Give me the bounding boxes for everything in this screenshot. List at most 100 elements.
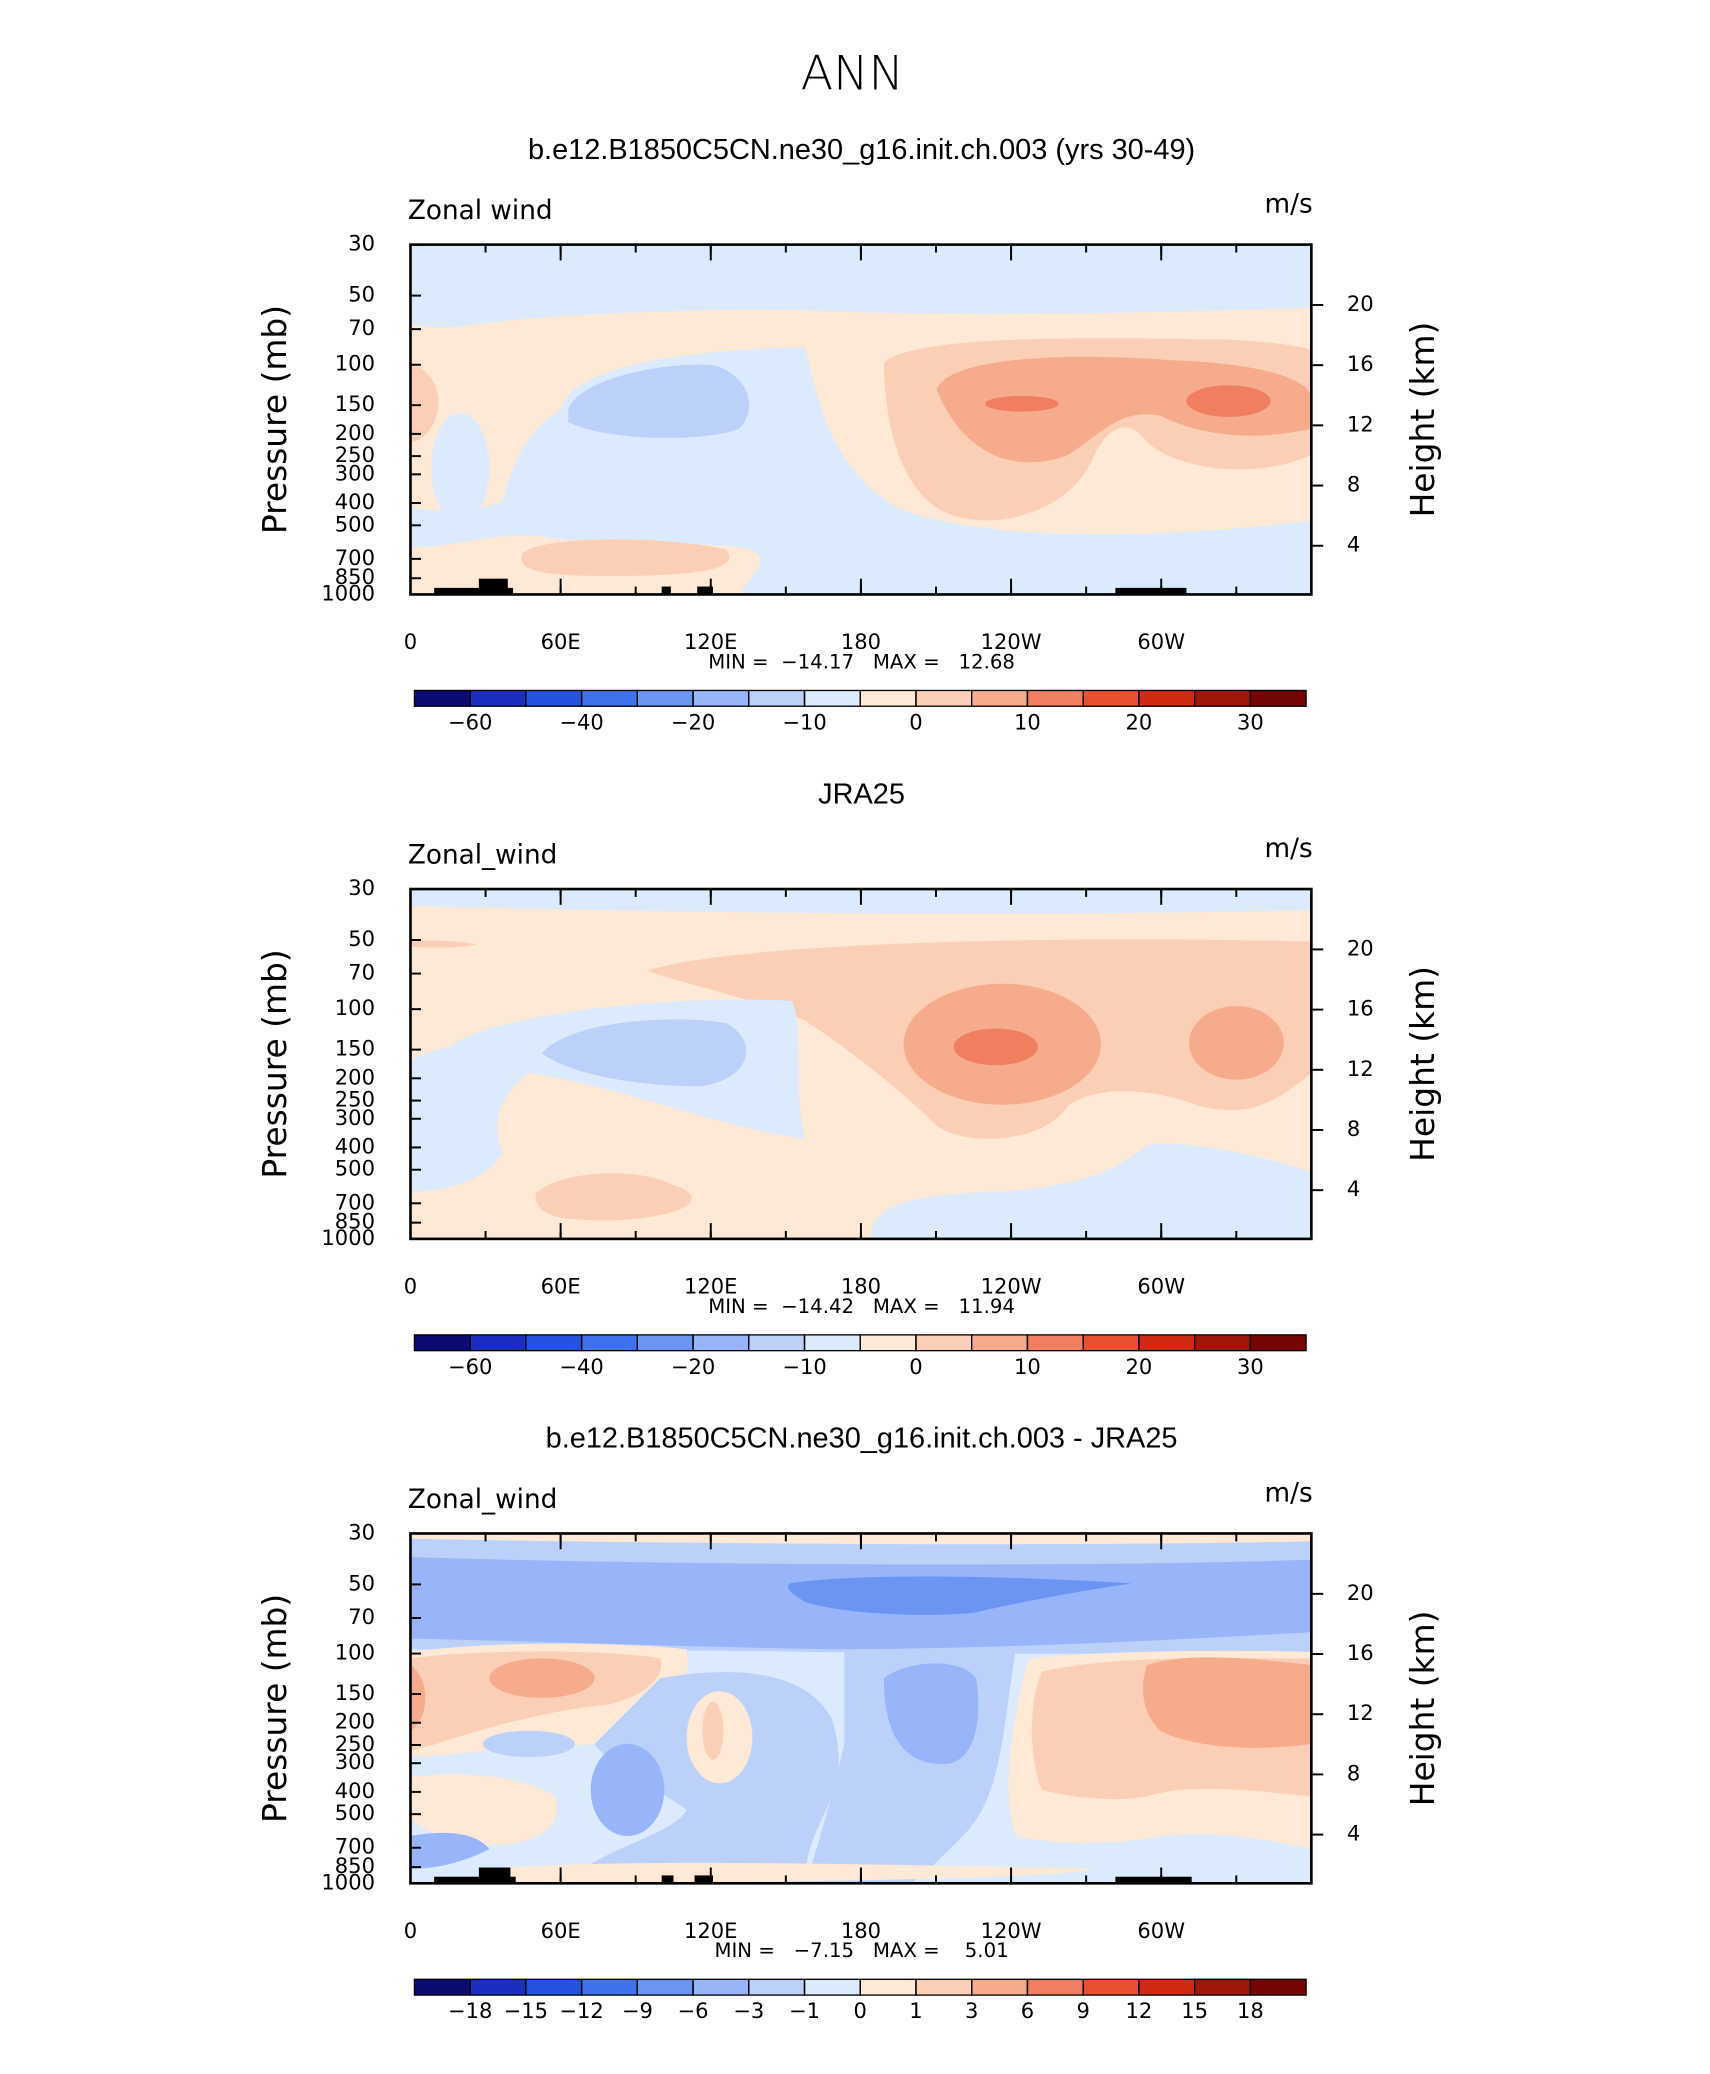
y-tick-label: 400: [335, 489, 375, 514]
y-tick-label: 1000: [321, 1225, 375, 1250]
y-tick-label: 300: [335, 1105, 375, 1130]
colorbar-label: 10: [1014, 1354, 1041, 1379]
y-tick-label: 850: [335, 564, 375, 589]
topography: [478, 1867, 511, 1884]
y2-tick-label: 8: [1347, 1116, 1360, 1141]
colorbar-box: [1193, 689, 1252, 707]
colorbar-label: −3: [733, 1998, 764, 2023]
y-tick-label: 700: [335, 545, 375, 570]
colorbar-box: [469, 1978, 527, 1996]
colorbar-label: −10: [782, 709, 826, 734]
y-tick-label: 70: [348, 960, 375, 985]
colorbar-box: [971, 1334, 1029, 1352]
colorbar-box: [525, 1334, 583, 1352]
colorbar-box: [692, 689, 750, 707]
x-tick-label: 60E: [541, 1274, 581, 1299]
contour-region: [541, 1019, 747, 1087]
stats-label: MIN = −14.17 MAX = 12.68: [708, 650, 1015, 673]
y-tick-label: 700: [335, 1189, 375, 1214]
colorbar-box: [1193, 1978, 1252, 1996]
colorbar-label: 6: [1021, 1998, 1034, 2023]
y-tick-label: 50: [348, 1570, 375, 1595]
x-tick-label: 0: [404, 1918, 417, 1943]
contour-region: [568, 364, 750, 438]
contour-region: [410, 1774, 558, 1845]
colorbar-label: 15: [1181, 1998, 1208, 2023]
colorbar-label: −40: [559, 1354, 603, 1379]
contour-region: [410, 362, 439, 442]
colorbar-box: [636, 1978, 694, 1996]
contour-region: [482, 1730, 575, 1758]
contour-region: [936, 356, 1312, 463]
x-tick-label: 60E: [541, 1918, 581, 1943]
y-tick-label: 30: [348, 1519, 375, 1544]
y2-tick-label: 16: [1347, 351, 1374, 376]
colorbar-box: [413, 1334, 471, 1352]
contour-region: [410, 940, 477, 948]
x-tick-label: 120W: [981, 629, 1042, 654]
topography: [694, 1875, 713, 1884]
colorbar-label: 0: [909, 709, 922, 734]
colorbar-box: [1138, 1334, 1196, 1352]
x-tick-label: 60E: [541, 629, 581, 654]
topography: [478, 578, 508, 595]
y-tick-label: 500: [335, 1156, 375, 1181]
y-tick-label: 850: [335, 1853, 375, 1878]
colorbar-box: [1026, 1334, 1084, 1352]
contour-region: [489, 1862, 1095, 1884]
colorbar-box: [859, 1334, 917, 1352]
y2-axis-label: Height (km): [1403, 322, 1442, 518]
colorbar-box: [1082, 1978, 1140, 1996]
y-tick-label: 200: [335, 1709, 375, 1734]
colorbar-box: [525, 1978, 583, 1996]
variable-label: Zonal_wind: [408, 841, 558, 871]
y2-tick-label: 12: [1347, 1700, 1374, 1725]
colorbar-box: [1082, 689, 1140, 707]
contour-region: [521, 539, 730, 577]
y-tick-label: 100: [335, 351, 375, 376]
x-tick-label: 60W: [1137, 1274, 1185, 1299]
colorbar-box: [915, 689, 973, 707]
x-tick-label: 120E: [684, 1274, 737, 1299]
colorbar-box: [580, 1978, 638, 1996]
y2-tick-label: 16: [1347, 1640, 1374, 1665]
x-tick-label: 180: [841, 1918, 881, 1943]
plot-frame: [409, 1532, 1313, 1885]
colorbar-box: [1249, 1978, 1307, 1996]
y2-tick-label: 12: [1347, 411, 1374, 436]
contour-region: [431, 412, 490, 524]
colorbar-box: [748, 1978, 806, 1996]
stats-label: MIN = −7.15 MAX = 5.01: [714, 1939, 1008, 1962]
contour-region: [1186, 385, 1271, 417]
contour-region: [788, 1576, 1132, 1615]
contour-region: [1189, 1006, 1284, 1080]
y-tick-label: 30: [348, 875, 375, 900]
y2-tick-label: 20: [1347, 1580, 1374, 1605]
plot-frame: [409, 243, 1313, 596]
figure-title: ANN: [801, 46, 904, 101]
colorbar-label: 1: [909, 1998, 922, 2023]
colorbar-box: [971, 689, 1029, 707]
colorbar-label: −9: [622, 1998, 653, 2023]
y-tick-label: 100: [335, 995, 375, 1020]
contour-field: [410, 889, 1312, 1239]
colorbar-box: [971, 1978, 1029, 1996]
x-tick-label: 0: [404, 629, 417, 654]
y-axis-label: Pressure (mb): [255, 1594, 294, 1823]
contour-region: [985, 395, 1059, 412]
colorbar-label: −20: [671, 1354, 715, 1379]
y-tick-label: 850: [335, 1209, 375, 1234]
colorbar-label: −20: [671, 709, 715, 734]
colorbar-label: −60: [448, 709, 492, 734]
colorbar-box: [748, 689, 806, 707]
x-tick-label: 120W: [981, 1918, 1042, 1943]
colorbar-box: [525, 689, 583, 707]
y-tick-label: 100: [335, 1640, 375, 1665]
y2-axis-label: Height (km): [1403, 966, 1442, 1162]
x-tick-label: 0: [404, 1274, 417, 1299]
y-tick-label: 400: [335, 1778, 375, 1803]
y-tick-label: 200: [335, 1064, 375, 1089]
y2-tick-label: 16: [1347, 996, 1374, 1021]
y-tick-label: 50: [348, 282, 375, 307]
y-tick-label: 50: [348, 926, 375, 951]
